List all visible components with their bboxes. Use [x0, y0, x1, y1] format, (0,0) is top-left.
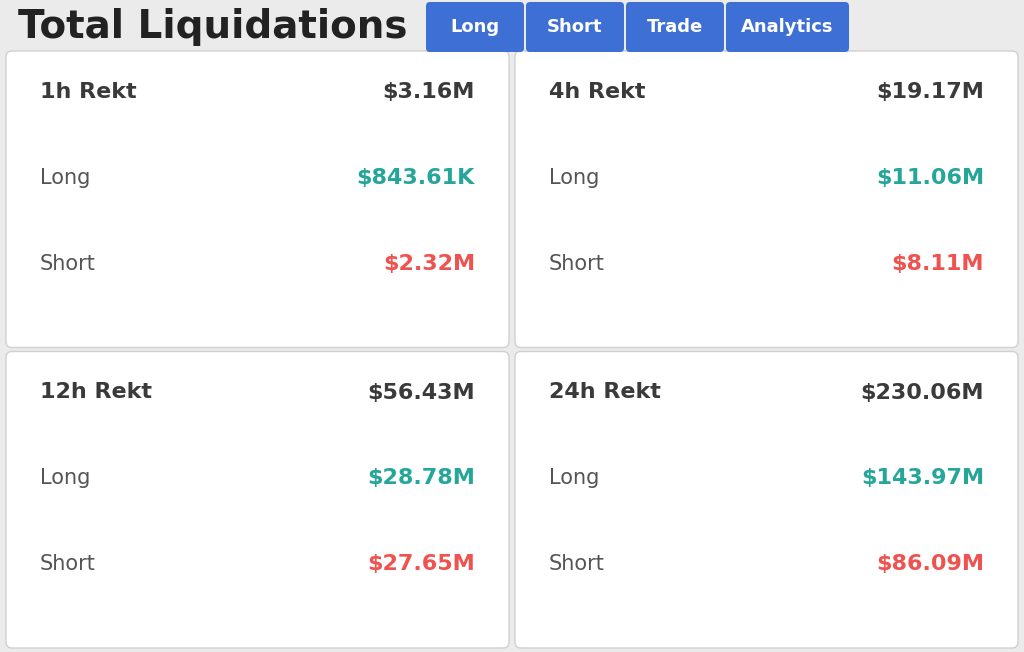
Text: 4h Rekt: 4h Rekt [549, 82, 645, 102]
Text: $19.17M: $19.17M [877, 82, 984, 102]
Text: $86.09M: $86.09M [876, 554, 984, 574]
Text: Short: Short [547, 18, 603, 36]
Text: $56.43M: $56.43M [368, 383, 475, 402]
Text: $28.78M: $28.78M [368, 468, 475, 488]
Text: $843.61K: $843.61K [356, 168, 475, 188]
Text: $230.06M: $230.06M [860, 383, 984, 402]
Text: $8.11M: $8.11M [892, 254, 984, 274]
Text: 24h Rekt: 24h Rekt [549, 383, 660, 402]
FancyBboxPatch shape [6, 351, 509, 648]
Text: Short: Short [549, 554, 605, 574]
Text: Total Liquidations: Total Liquidations [18, 8, 408, 46]
Text: Short: Short [549, 254, 605, 274]
FancyBboxPatch shape [726, 2, 849, 52]
Text: Analytics: Analytics [741, 18, 834, 36]
Text: Short: Short [40, 254, 96, 274]
Text: Trade: Trade [647, 18, 703, 36]
Text: $3.16M: $3.16M [383, 82, 475, 102]
FancyBboxPatch shape [515, 351, 1018, 648]
Text: $143.97M: $143.97M [861, 468, 984, 488]
FancyBboxPatch shape [6, 51, 509, 348]
Text: Long: Long [40, 168, 90, 188]
Text: $2.32M: $2.32M [383, 254, 475, 274]
Text: Short: Short [40, 554, 96, 574]
Text: $11.06M: $11.06M [876, 168, 984, 188]
Text: $27.65M: $27.65M [368, 554, 475, 574]
FancyBboxPatch shape [526, 2, 624, 52]
FancyBboxPatch shape [626, 2, 724, 52]
Text: 12h Rekt: 12h Rekt [40, 383, 152, 402]
Text: Long: Long [549, 168, 599, 188]
Text: 1h Rekt: 1h Rekt [40, 82, 136, 102]
Text: Long: Long [40, 468, 90, 488]
Text: Long: Long [451, 18, 500, 36]
Text: Long: Long [549, 468, 599, 488]
FancyBboxPatch shape [515, 51, 1018, 348]
FancyBboxPatch shape [426, 2, 524, 52]
